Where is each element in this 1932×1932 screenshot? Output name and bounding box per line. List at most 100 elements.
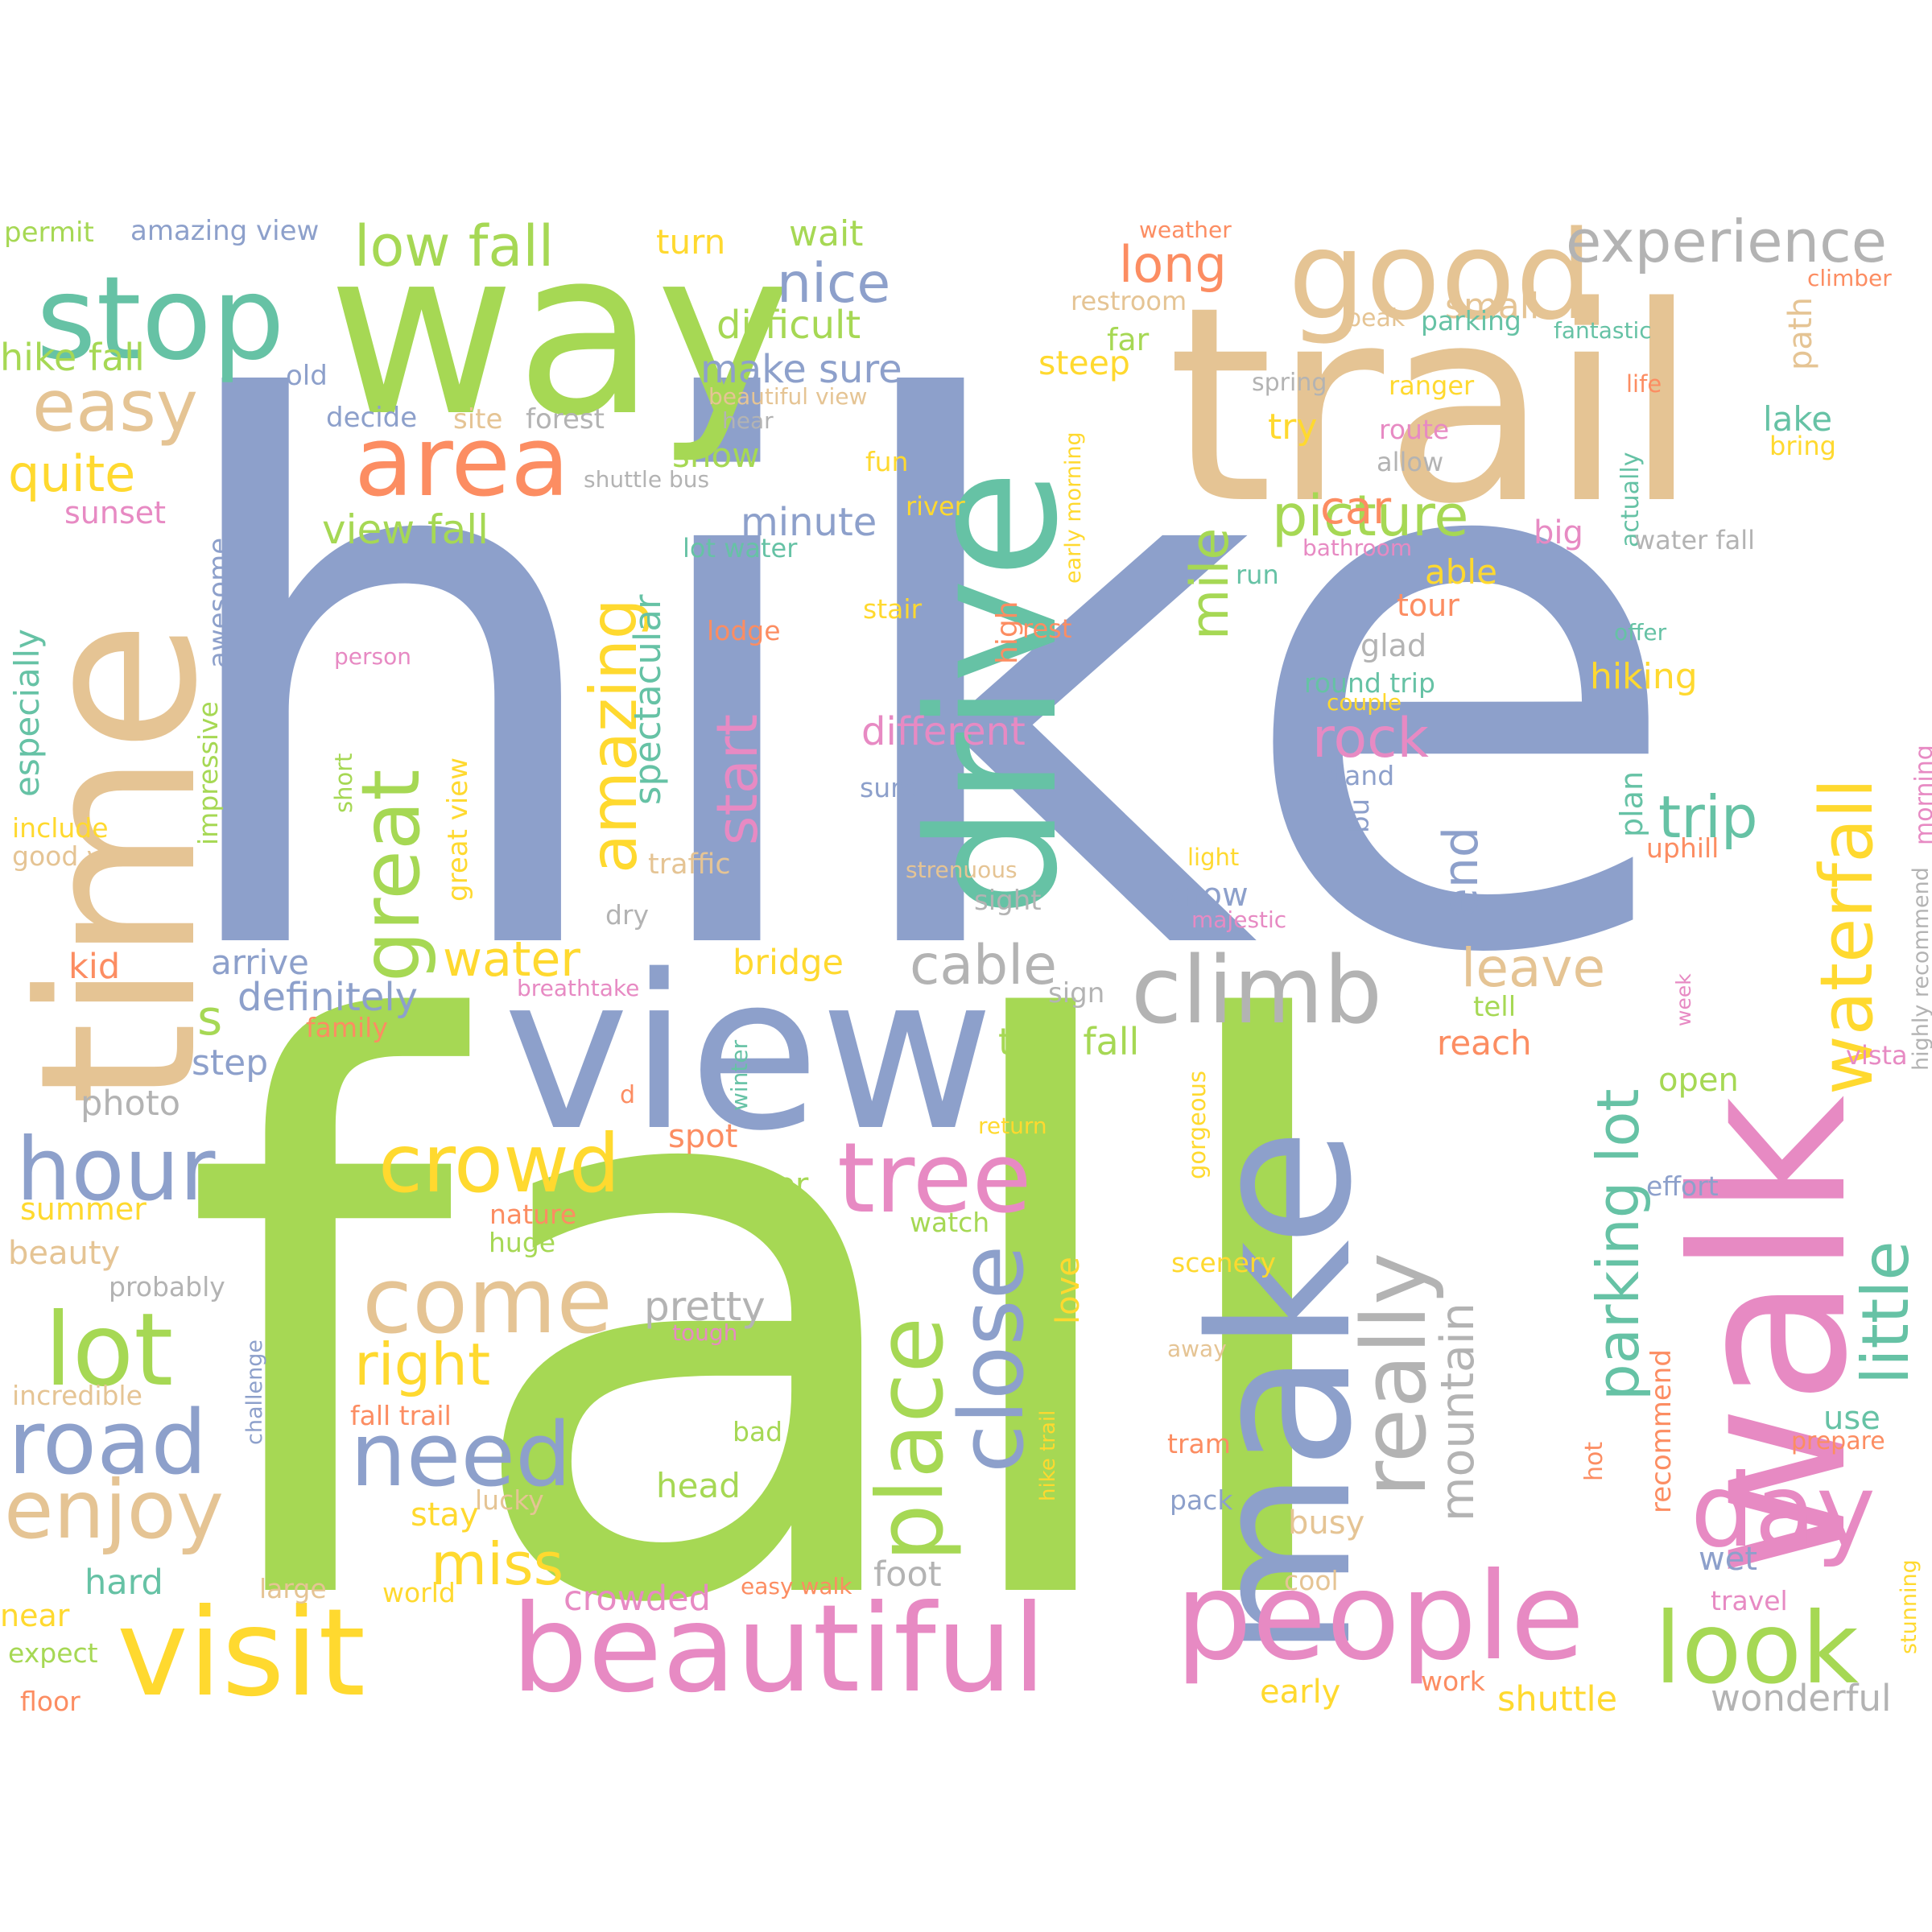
cloud-word-trip: trip xyxy=(1658,783,1758,851)
cloud-word-view: view xyxy=(503,930,994,1178)
cloud-word-trail-fall: trail fall xyxy=(998,1020,1139,1063)
cloud-word-beautiful-view: beautiful view xyxy=(708,383,867,410)
cloud-word-hiker: hiker xyxy=(729,1166,809,1203)
cloud-word-great-view: great view xyxy=(442,758,474,902)
cloud-word-busy: busy xyxy=(1288,1505,1364,1542)
cloud-word-head: head xyxy=(656,1466,741,1505)
cloud-word-spring: spring xyxy=(1252,369,1327,397)
cloud-word-spot: spot xyxy=(668,1118,737,1155)
cloud-word-person: person xyxy=(334,643,411,670)
cloud-word-enjoy: enjoy xyxy=(4,1463,224,1557)
cloud-word-day: day xyxy=(1690,1453,1876,1570)
cloud-word-nice: nice xyxy=(777,252,890,316)
cloud-word-climb: climb xyxy=(1131,937,1382,1045)
cloud-word-easy: easy xyxy=(32,365,198,448)
cloud-word-open: open xyxy=(1658,1062,1739,1099)
cloud-word-beauty: beauty xyxy=(8,1235,120,1272)
cloud-word-difficult: difficult xyxy=(716,303,861,348)
cloud-word-near: near xyxy=(0,1598,70,1633)
cloud-word-step: step xyxy=(192,1042,268,1084)
cloud-word-awesome: awesome xyxy=(203,538,235,668)
cloud-word-work: work xyxy=(1421,1666,1486,1697)
cloud-word-ranger: ranger xyxy=(1389,370,1475,401)
cloud-word-early: early xyxy=(1260,1674,1340,1711)
cloud-word-foot: foot xyxy=(873,1554,942,1595)
cloud-word-tram: tram xyxy=(1167,1428,1231,1459)
cloud-word-challenge: challenge xyxy=(242,1340,267,1445)
cloud-word-traffic: traffic xyxy=(648,848,731,881)
cloud-word-family: family xyxy=(306,1012,388,1043)
cloud-word-effort: effort xyxy=(1646,1170,1719,1202)
cloud-word-know: know xyxy=(1163,877,1249,914)
cloud-word-sign: sign xyxy=(1048,977,1104,1009)
cloud-word-site: site xyxy=(453,403,502,436)
cloud-word-place: place xyxy=(857,1317,964,1562)
cloud-word-sunset: sunset xyxy=(64,495,166,530)
cloud-word-allow: allow xyxy=(1377,447,1443,477)
cloud-word-early-morning: early morning xyxy=(1061,431,1086,584)
cloud-word-hiking: hiking xyxy=(1590,656,1698,697)
cloud-word-travel: travel xyxy=(1711,1585,1788,1616)
cloud-word-snow: snow xyxy=(672,436,760,475)
cloud-word-wonderful: wonderful xyxy=(1711,1677,1891,1719)
cloud-word-area: area xyxy=(354,407,570,518)
cloud-word-week: week xyxy=(1672,973,1695,1026)
cloud-word-waterfall: waterfall xyxy=(1805,778,1889,1095)
cloud-word-peak: peak xyxy=(1346,304,1406,332)
cloud-word-round-trip: round trip xyxy=(1304,667,1435,699)
cloud-word-water-fall: water fall xyxy=(1634,525,1755,555)
cloud-word-dry: dry xyxy=(605,899,649,931)
cloud-word-bathroom: bathroom xyxy=(1302,535,1412,561)
cloud-word-permit: permit xyxy=(4,217,94,249)
cloud-word-photo: photo xyxy=(80,1084,180,1124)
cloud-word-small: small xyxy=(1445,286,1539,327)
cloud-word-look: look xyxy=(1654,1591,1859,1706)
cloud-word-tell: tell xyxy=(1473,991,1516,1023)
cloud-word-pretty: pretty xyxy=(644,1283,766,1330)
cloud-word-climber: climber xyxy=(1807,265,1892,291)
cloud-word-high: high xyxy=(991,601,1024,665)
cloud-word-visit: visit xyxy=(117,1583,365,1724)
cloud-word-beautiful: beautiful xyxy=(511,1579,1046,1719)
cloud-word-make-sure: make sure xyxy=(700,347,902,392)
cloud-word-mountain: mountain xyxy=(1431,1302,1484,1521)
cloud-word-hike-fall: hike fall xyxy=(0,336,145,379)
cloud-word-good-view: good view xyxy=(12,840,148,872)
cloud-word-lake: lake xyxy=(1763,399,1832,439)
cloud-word-rest: rest xyxy=(1022,613,1071,644)
cloud-word-plan: plan xyxy=(1614,771,1649,837)
cloud-word-far: far xyxy=(1107,322,1150,357)
cloud-word-watch: watch xyxy=(910,1207,989,1238)
cloud-word-expect: expect xyxy=(8,1637,98,1669)
cloud-word-good: good xyxy=(1288,204,1593,347)
cloud-word-bu: bu xyxy=(1344,799,1376,833)
cloud-word-probably: probably xyxy=(109,1271,225,1302)
cloud-word-lot: lot xyxy=(44,1292,173,1409)
cloud-word-bring: bring xyxy=(1769,431,1836,461)
cloud-word-tree: tree xyxy=(837,1123,1031,1235)
cloud-word-long: long xyxy=(1119,235,1227,294)
cloud-word-spectacular: spectacular xyxy=(626,594,669,805)
cloud-word-cable: cable xyxy=(910,934,1057,997)
cloud-word-time: time xyxy=(0,621,244,1106)
cloud-word-lot-water: lot water xyxy=(683,533,798,564)
cloud-word-especially: especially xyxy=(7,629,47,797)
cloud-word-really: really xyxy=(1343,1253,1446,1497)
cloud-word-vista: vista xyxy=(1846,1040,1908,1071)
cloud-word-light: light xyxy=(1187,844,1239,871)
cloud-word-strenuous: strenuous xyxy=(906,857,1018,883)
cloud-word-definitely: definitely xyxy=(237,975,418,1020)
cloud-word-drive: drive xyxy=(890,469,1096,918)
cloud-word-path: path xyxy=(1782,297,1819,370)
cloud-word-gorgeous: gorgeous xyxy=(1183,1071,1211,1179)
cloud-word-couple: couple xyxy=(1327,689,1402,716)
cloud-word-easy-walk: easy walk xyxy=(741,1573,852,1600)
cloud-word-fantastic: fantastic xyxy=(1554,317,1652,344)
cloud-word-hear: hear xyxy=(722,407,774,434)
cloud-word-need: need xyxy=(350,1403,572,1506)
cloud-word-steep: steep xyxy=(1038,344,1130,382)
cloud-word-arrive: arrive xyxy=(211,943,309,982)
cloud-word-big: big xyxy=(1534,514,1583,551)
cloud-word-stop: stop xyxy=(36,251,285,386)
